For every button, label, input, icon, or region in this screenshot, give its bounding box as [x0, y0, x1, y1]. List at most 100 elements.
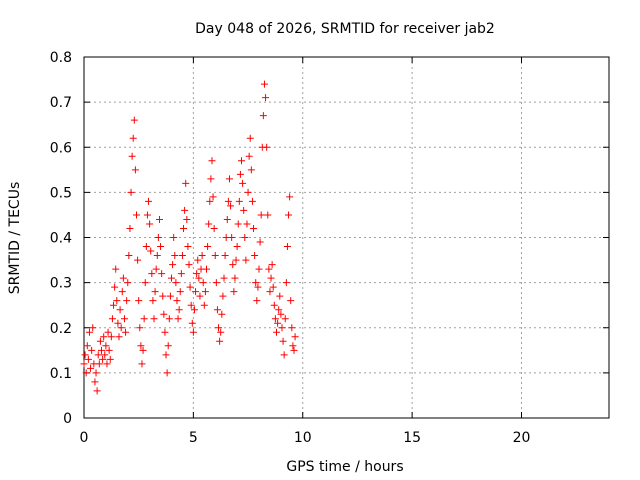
data-point [286, 193, 294, 201]
data-point [290, 346, 298, 354]
data-point [278, 324, 286, 332]
data-point [117, 324, 125, 332]
data-point [255, 265, 263, 273]
x-tick-label: 15 [403, 430, 421, 446]
data-point [227, 202, 235, 210]
data-point [239, 179, 247, 187]
data-point [134, 256, 142, 264]
data-point [165, 315, 173, 323]
data-point [175, 306, 183, 314]
data-point [188, 319, 196, 327]
data-point [277, 310, 285, 318]
data-point [100, 333, 108, 341]
data-point [189, 328, 197, 336]
data-point [260, 80, 268, 88]
data-point [254, 283, 262, 291]
data-point [101, 351, 109, 359]
data-point [104, 328, 112, 336]
data-point [279, 337, 287, 345]
y-tick-label: 0 [63, 411, 72, 427]
data-point [80, 360, 88, 368]
data-point [207, 175, 215, 183]
data-point [139, 346, 147, 354]
data-point [253, 297, 261, 305]
data-point [199, 279, 207, 287]
axis-ticks: 0 5 10 15 20 0 0.1 0.2 0.3 0.4 0.5 0.6 0.7 0.8 [50, 50, 609, 446]
y-tick-label: 0.8 [50, 50, 72, 66]
data-point [164, 342, 172, 350]
data-point [267, 274, 275, 282]
data-point [91, 378, 99, 386]
data-point [256, 238, 264, 246]
data-point [230, 288, 238, 296]
data-point [245, 152, 253, 160]
data-point [205, 220, 213, 228]
data-point [228, 234, 236, 241]
data-point [220, 274, 228, 282]
y-tick-label: 0.4 [50, 231, 72, 247]
data-point [161, 328, 169, 336]
data-point [194, 256, 202, 264]
data-point [289, 342, 297, 350]
data-point [105, 346, 113, 354]
data-point [115, 333, 123, 341]
data-point [131, 166, 139, 174]
data-point [210, 224, 218, 232]
data-point [95, 360, 103, 368]
data-point [166, 292, 174, 300]
data-point [146, 220, 154, 228]
data-point [82, 369, 90, 377]
data-point [178, 252, 186, 260]
y-tick-label: 0.2 [50, 321, 72, 337]
y-tick-label: 0.5 [50, 185, 72, 201]
data-point [116, 306, 124, 314]
data-point [287, 297, 295, 305]
data-point [181, 206, 189, 214]
data-point [233, 243, 241, 251]
data-point [235, 197, 243, 205]
data-point [280, 351, 288, 359]
data-point [218, 310, 226, 318]
data-point [192, 288, 200, 296]
data-point [108, 315, 116, 323]
data-point [159, 292, 167, 300]
x-axis-label: GPS time / hours [286, 459, 403, 475]
data-point [250, 224, 258, 232]
data-point [242, 256, 250, 264]
data-point [157, 243, 165, 251]
data-point [275, 306, 283, 314]
data-point [282, 279, 290, 287]
data-point [153, 252, 161, 260]
data-point [177, 270, 185, 278]
data-point [259, 112, 267, 120]
x-tick-label: 20 [513, 430, 531, 446]
x-tick-label: 10 [294, 430, 312, 446]
data-point [262, 94, 270, 102]
data-point [212, 279, 220, 287]
data-point [285, 211, 293, 219]
data-point [268, 261, 276, 269]
data-point [234, 220, 242, 228]
data-point [265, 265, 273, 273]
data-point [273, 328, 280, 336]
data-point [154, 234, 162, 241]
data-point [186, 283, 194, 291]
data-point [241, 234, 249, 241]
data-point [216, 337, 224, 345]
data-point [185, 261, 193, 269]
data-point [264, 211, 272, 219]
grid [84, 57, 609, 418]
data-point [136, 324, 144, 332]
data-point [201, 288, 209, 296]
data-point [122, 328, 130, 336]
data-point [155, 215, 163, 223]
data-point [206, 197, 214, 205]
data-point [203, 265, 210, 273]
data-point [238, 157, 245, 165]
data-point [209, 193, 217, 201]
data-point [106, 355, 114, 363]
data-point [141, 279, 149, 287]
data-point [152, 265, 160, 273]
data-point [113, 297, 121, 305]
data-point [183, 215, 191, 223]
